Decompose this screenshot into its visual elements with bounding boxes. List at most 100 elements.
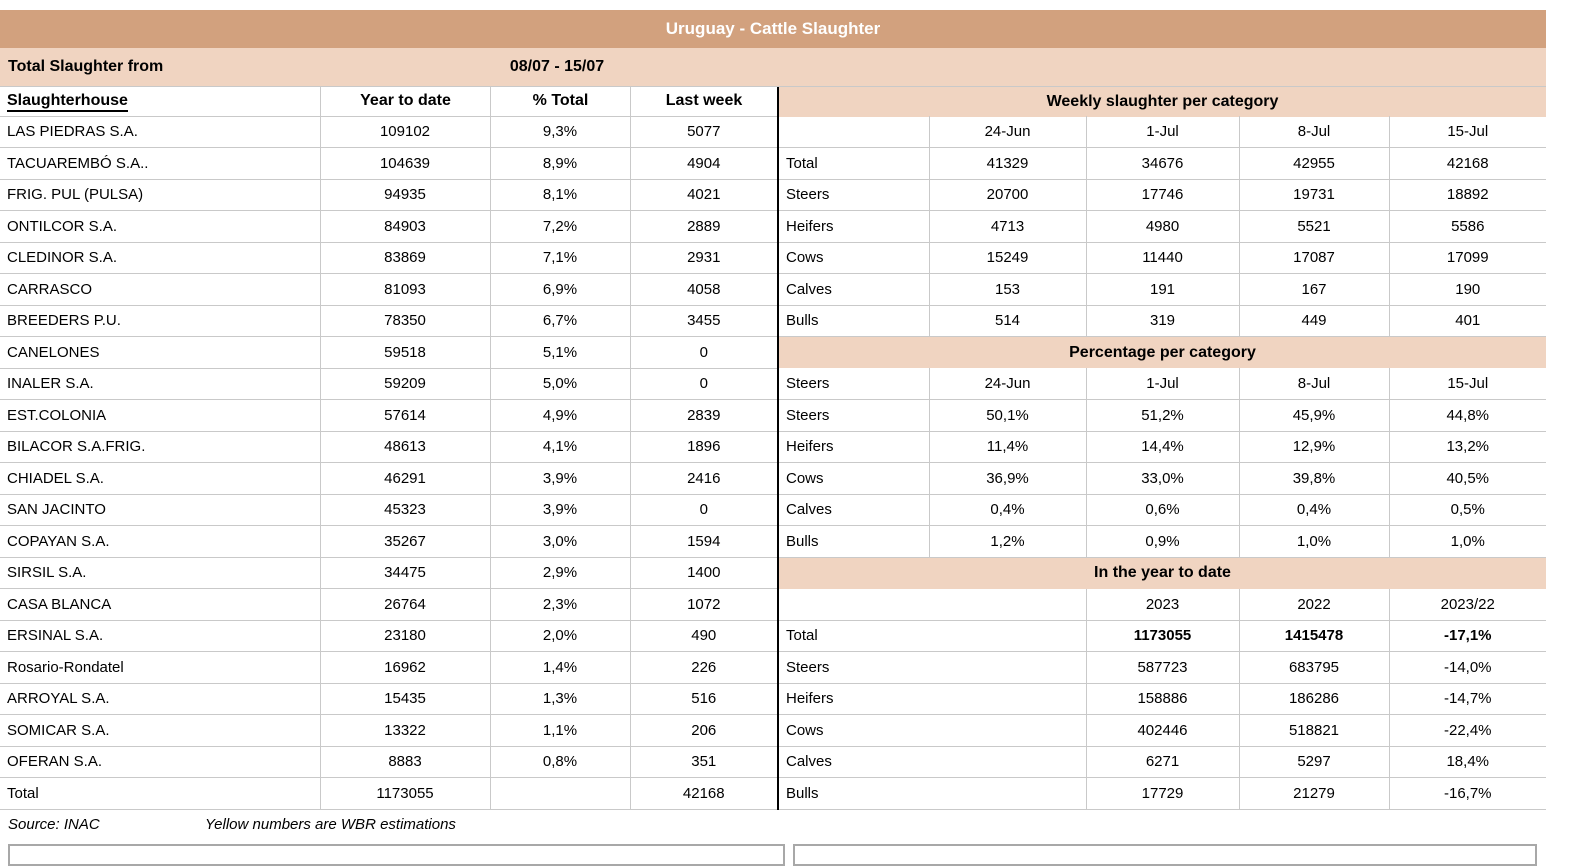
value-cell: 1173055 — [1085, 620, 1239, 652]
category-label-cell: Heifers — [779, 683, 1086, 715]
slaughterhouse-name-cell: TACUAREMBÓ S.A.. — [0, 147, 320, 180]
slaughterhouse-name-cell: BREEDERS P.U. — [0, 305, 320, 337]
value-cell: 5586 — [1388, 210, 1546, 243]
value-cell: 20700 — [928, 179, 1086, 211]
left-table-row: CARRASCO 81093 6,9% 4058 — [0, 273, 777, 306]
value-cell: 319 — [1085, 305, 1239, 337]
ytd-section-header-row: In the year to date — [779, 557, 1546, 589]
value-cell: 490 — [629, 620, 777, 652]
value-cell: 3455 — [629, 305, 777, 337]
category-label-cell: Cows — [779, 714, 1086, 747]
value-cell: 587723 — [1085, 651, 1239, 684]
category-label-cell: Bulls — [779, 305, 929, 337]
slaughterhouse-name-cell: ARROYAL S.A. — [0, 683, 320, 715]
value-cell: 44,8% — [1388, 399, 1546, 432]
value-cell: 42168 — [1388, 147, 1546, 180]
left-table-row: CLEDINOR S.A. 83869 7,1% 2931 — [0, 242, 777, 274]
value-cell: 402446 — [1085, 714, 1239, 747]
slaughterhouse-name-cell: ONTILCOR S.A. — [0, 210, 320, 243]
value-cell: 51,2% — [1085, 399, 1239, 432]
value-cell: 15435 — [319, 683, 490, 715]
category-label-cell: Heifers — [779, 431, 929, 463]
left-table-row: ERSINAL S.A. 23180 2,0% 490 — [0, 620, 777, 652]
value-cell: 11,4% — [928, 431, 1086, 463]
value-cell: 23180 — [319, 620, 490, 652]
value-cell: 94935 — [319, 179, 490, 211]
report-title: Uruguay - Cattle Slaughter — [665, 19, 881, 38]
date-header-cell: 15-Jul — [1388, 116, 1546, 148]
slaughterhouse-name-cell: SIRSIL S.A. — [0, 557, 320, 589]
left-table-row: ONTILCOR S.A. 84903 7,2% 2889 — [0, 210, 777, 243]
value-cell: 78350 — [319, 305, 490, 337]
value-cell: 190 — [1388, 273, 1546, 306]
percentage-section-header-row: Percentage per category — [779, 336, 1546, 368]
value-cell: 2,9% — [489, 557, 630, 589]
left-table-row: OFERAN S.A. 8883 0,8% 351 — [0, 746, 777, 778]
date-header-cell: 24-Jun — [928, 116, 1086, 148]
weekly-data-row: Bulls 514 319 449 401 — [779, 305, 1546, 337]
value-cell: 18,4% — [1388, 746, 1546, 778]
percentage-section-title: Percentage per category — [779, 336, 1546, 368]
value-cell: -14,0% — [1388, 651, 1546, 684]
category-label-cell: Calves — [779, 746, 1086, 778]
date-header-cell: 1-Jul — [1085, 116, 1239, 148]
value-cell: 17099 — [1388, 242, 1546, 274]
value-cell: 5521 — [1238, 210, 1389, 243]
value-cell: 4,9% — [489, 399, 630, 432]
ytd-data-row: Calves 6271 5297 18,4% — [779, 746, 1546, 778]
value-cell: 15249 — [928, 242, 1086, 274]
date-header-cell: 15-Jul — [1388, 368, 1546, 400]
slaughterhouse-name-cell: COPAYAN S.A. — [0, 525, 320, 558]
category-table: 24-Jun 1-Jul 8-Jul 15-Jul Total 41329 34676 429… — [779, 116, 1546, 810]
left-table-row: SAN JACINTO 45323 3,9% 0 — [0, 494, 777, 526]
value-cell: 1400 — [629, 557, 777, 589]
column-header-last-week: Last week — [630, 87, 777, 117]
category-label-cell: Calves — [779, 273, 929, 306]
category-label-cell: Steers — [779, 399, 929, 432]
value-cell: 186286 — [1238, 683, 1389, 715]
value-cell: -22,4% — [1388, 714, 1546, 747]
value-cell: 19731 — [1238, 179, 1389, 211]
value-cell: 516 — [629, 683, 777, 715]
left-table-row: ARROYAL S.A. 15435 1,3% 516 — [0, 683, 777, 715]
period-range: 08/07 - 15/07 — [509, 58, 605, 75]
value-cell: 11440 — [1085, 242, 1239, 274]
column-header-slaughterhouse: Slaughterhouse — [0, 87, 320, 117]
value-cell: 1,4% — [489, 651, 630, 684]
value-cell: 5,1% — [489, 336, 630, 369]
value-cell: 1173055 — [319, 777, 490, 810]
value-cell: 33,0% — [1085, 462, 1239, 495]
value-cell: 514 — [928, 305, 1086, 337]
source-label: Source: INAC — [8, 816, 100, 833]
slaughterhouse-name-cell: BILACOR S.A.FRIG. — [0, 431, 320, 463]
value-cell: 1072 — [629, 588, 777, 621]
value-cell: 45,9% — [1238, 399, 1389, 432]
left-table-row: SIRSIL S.A. 34475 2,9% 1400 — [0, 557, 777, 589]
category-label-cell: Steers — [779, 651, 1086, 684]
slaughterhouse-name-cell: SAN JACINTO — [0, 494, 320, 526]
value-cell: 4980 — [1085, 210, 1239, 243]
value-cell: 8,1% — [489, 179, 630, 211]
category-label-cell: Bulls — [779, 525, 929, 558]
value-cell: 8883 — [319, 746, 490, 778]
date-header-cell: 24-Jun — [928, 368, 1086, 400]
value-cell: 2,3% — [489, 588, 630, 621]
percentage-data-row: Bulls 1,2% 0,9% 1,0% 1,0% — [779, 525, 1546, 558]
value-cell: 1594 — [629, 525, 777, 558]
label-cell — [779, 116, 929, 148]
value-cell: 57614 — [319, 399, 490, 432]
value-cell: 34676 — [1085, 147, 1239, 180]
value-cell: 206 — [629, 714, 777, 747]
value-cell: 18892 — [1388, 179, 1546, 211]
left-table-row: INALER S.A. 59209 5,0% 0 — [0, 368, 777, 400]
column-header-slaughterhouse-text: Slaughterhouse — [7, 92, 128, 112]
value-cell: 41329 — [928, 147, 1086, 180]
slaughterhouse-name-cell: OFERAN S.A. — [0, 746, 320, 778]
ytd-data-row: Bulls 17729 21279 -16,7% — [779, 777, 1546, 810]
category-label-cell: Bulls — [779, 777, 1086, 810]
value-cell: 21279 — [1238, 777, 1389, 810]
value-cell: -17,1% — [1388, 620, 1546, 652]
value-cell: 46291 — [319, 462, 490, 495]
category-label-cell: Cows — [779, 242, 929, 274]
value-cell: 81093 — [319, 273, 490, 306]
